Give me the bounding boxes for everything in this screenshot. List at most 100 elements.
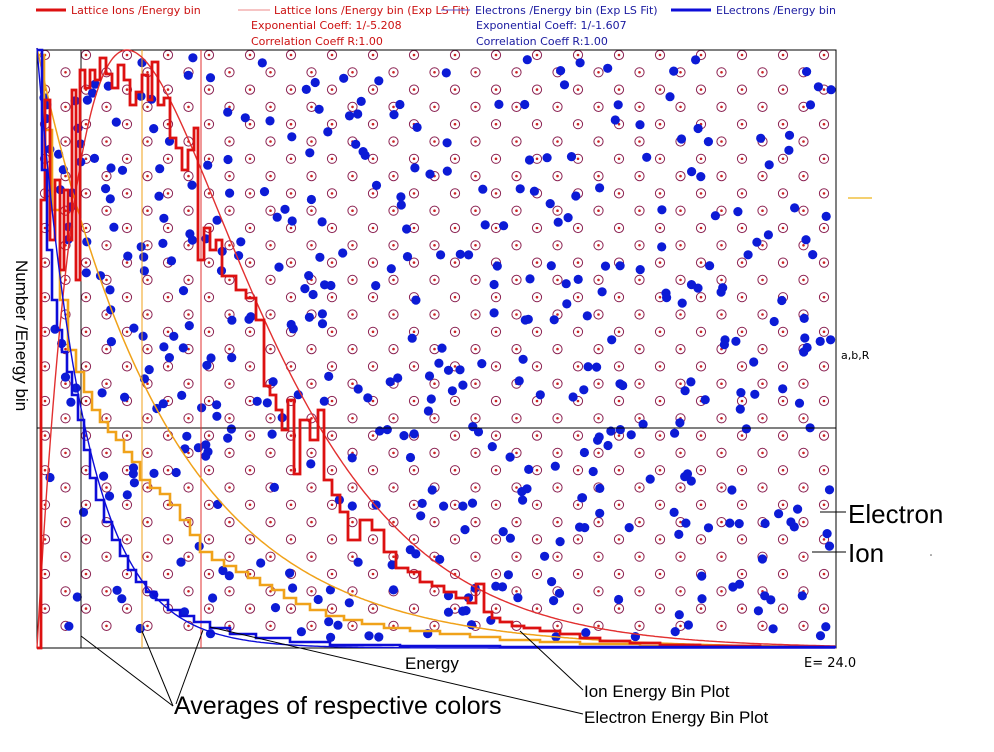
- ion-marker: [490, 84, 502, 95]
- electron-dot: [615, 425, 625, 435]
- ion-marker: [203, 292, 215, 303]
- legend-ions-corr-coeff: Correlation Coeff R:1.00: [251, 35, 383, 48]
- ion-marker: [326, 326, 338, 337]
- ion-marker: [572, 534, 584, 545]
- ion-marker: [654, 257, 666, 268]
- ion-marker: [654, 326, 666, 337]
- electron-dot: [155, 164, 165, 174]
- electron-dot: [371, 281, 381, 291]
- ion-marker: [162, 326, 174, 337]
- electron-dot: [733, 207, 743, 217]
- electron-dot: [259, 187, 270, 197]
- ion-marker: [716, 67, 727, 78]
- electron-dot: [306, 194, 316, 205]
- ion-marker: [429, 378, 440, 389]
- ion-marker: [203, 534, 215, 545]
- ion-marker: [654, 568, 666, 580]
- electron-dot: [799, 313, 809, 323]
- electron-dot: [677, 298, 687, 308]
- ion-marker: [736, 84, 748, 95]
- electron-dot: [176, 557, 186, 567]
- electron-dot: [439, 501, 449, 511]
- ion-marker: [531, 222, 543, 234]
- ion-marker: [511, 205, 522, 216]
- ion-marker: [285, 257, 297, 268]
- ion-marker: [818, 257, 830, 268]
- electron-dot: [503, 570, 513, 580]
- electron-dot: [498, 527, 508, 537]
- ion-marker: [429, 205, 440, 216]
- electron-dot: [642, 152, 652, 162]
- ion-marker: [572, 568, 584, 580]
- electron-dot: [518, 495, 528, 505]
- ion-marker: [511, 344, 522, 355]
- legend-ions-label: Lattice Ions /Energy bin: [71, 4, 201, 17]
- electron-dot: [285, 568, 295, 578]
- ion-marker: [408, 188, 420, 199]
- electron-dot: [595, 508, 605, 518]
- ion-marker: [183, 274, 194, 285]
- ion-marker: [101, 378, 112, 389]
- ion-marker: [490, 465, 502, 476]
- electron-dot: [112, 585, 122, 595]
- electron-dot: [524, 155, 535, 165]
- electron-dot: [525, 274, 535, 284]
- ion-marker: [736, 153, 748, 164]
- ion-marker: [224, 586, 235, 597]
- ion-marker: [511, 67, 522, 78]
- ion-marker: [818, 568, 830, 580]
- ion-marker: [634, 136, 645, 147]
- electron-dot: [399, 431, 409, 441]
- electron-dot: [417, 498, 427, 508]
- ion-marker: [757, 344, 768, 355]
- ion-marker: [244, 188, 256, 199]
- ion-marker: [593, 171, 604, 182]
- ion-marker: [285, 84, 297, 95]
- ion-marker: [634, 517, 645, 528]
- electron-dot: [700, 395, 710, 405]
- electron-dot: [750, 389, 760, 399]
- ion-marker: [367, 361, 379, 372]
- electron-dot: [821, 622, 831, 632]
- ion-marker: [470, 378, 481, 389]
- ion-marker: [80, 361, 92, 372]
- ion-marker: [203, 603, 215, 614]
- ion-marker: [757, 171, 768, 182]
- ion-marker: [367, 257, 379, 268]
- ion-marker: [511, 101, 522, 113]
- ion-marker: [613, 222, 625, 234]
- ion-marker: [285, 465, 297, 476]
- ion-marker: [552, 551, 563, 562]
- ion-marker: [716, 447, 727, 458]
- electron-dot: [120, 392, 130, 402]
- electron-dot: [206, 353, 216, 363]
- electron-dot: [545, 199, 555, 209]
- ion-marker: [511, 171, 522, 182]
- ion-marker: [675, 482, 686, 493]
- electron-dot: [296, 627, 306, 637]
- electron-dot: [310, 77, 320, 88]
- electron-dot: [227, 353, 237, 363]
- ion-marker: [531, 499, 543, 510]
- ion-marker: [367, 603, 379, 614]
- ion-marker: [490, 568, 502, 580]
- electron-dot: [588, 466, 598, 477]
- electron-dot: [566, 152, 577, 162]
- ion-marker: [265, 309, 276, 320]
- ion-marker: [654, 222, 666, 234]
- electron-dot: [505, 452, 515, 462]
- electron-dot: [82, 95, 92, 105]
- electron-dot: [268, 377, 278, 387]
- electron-dot: [753, 606, 764, 616]
- ion-marker: [593, 447, 604, 458]
- electron-dot: [579, 385, 589, 395]
- electron-dot: [546, 261, 556, 271]
- electron-dot: [246, 312, 256, 322]
- ion-marker: [777, 395, 789, 407]
- curves: [36, 47, 836, 650]
- ion-marker: [326, 119, 338, 130]
- electron-dot: [402, 224, 412, 234]
- ion-marker: [101, 136, 112, 147]
- ion-marker: [716, 309, 727, 320]
- ion-marker: [654, 499, 666, 510]
